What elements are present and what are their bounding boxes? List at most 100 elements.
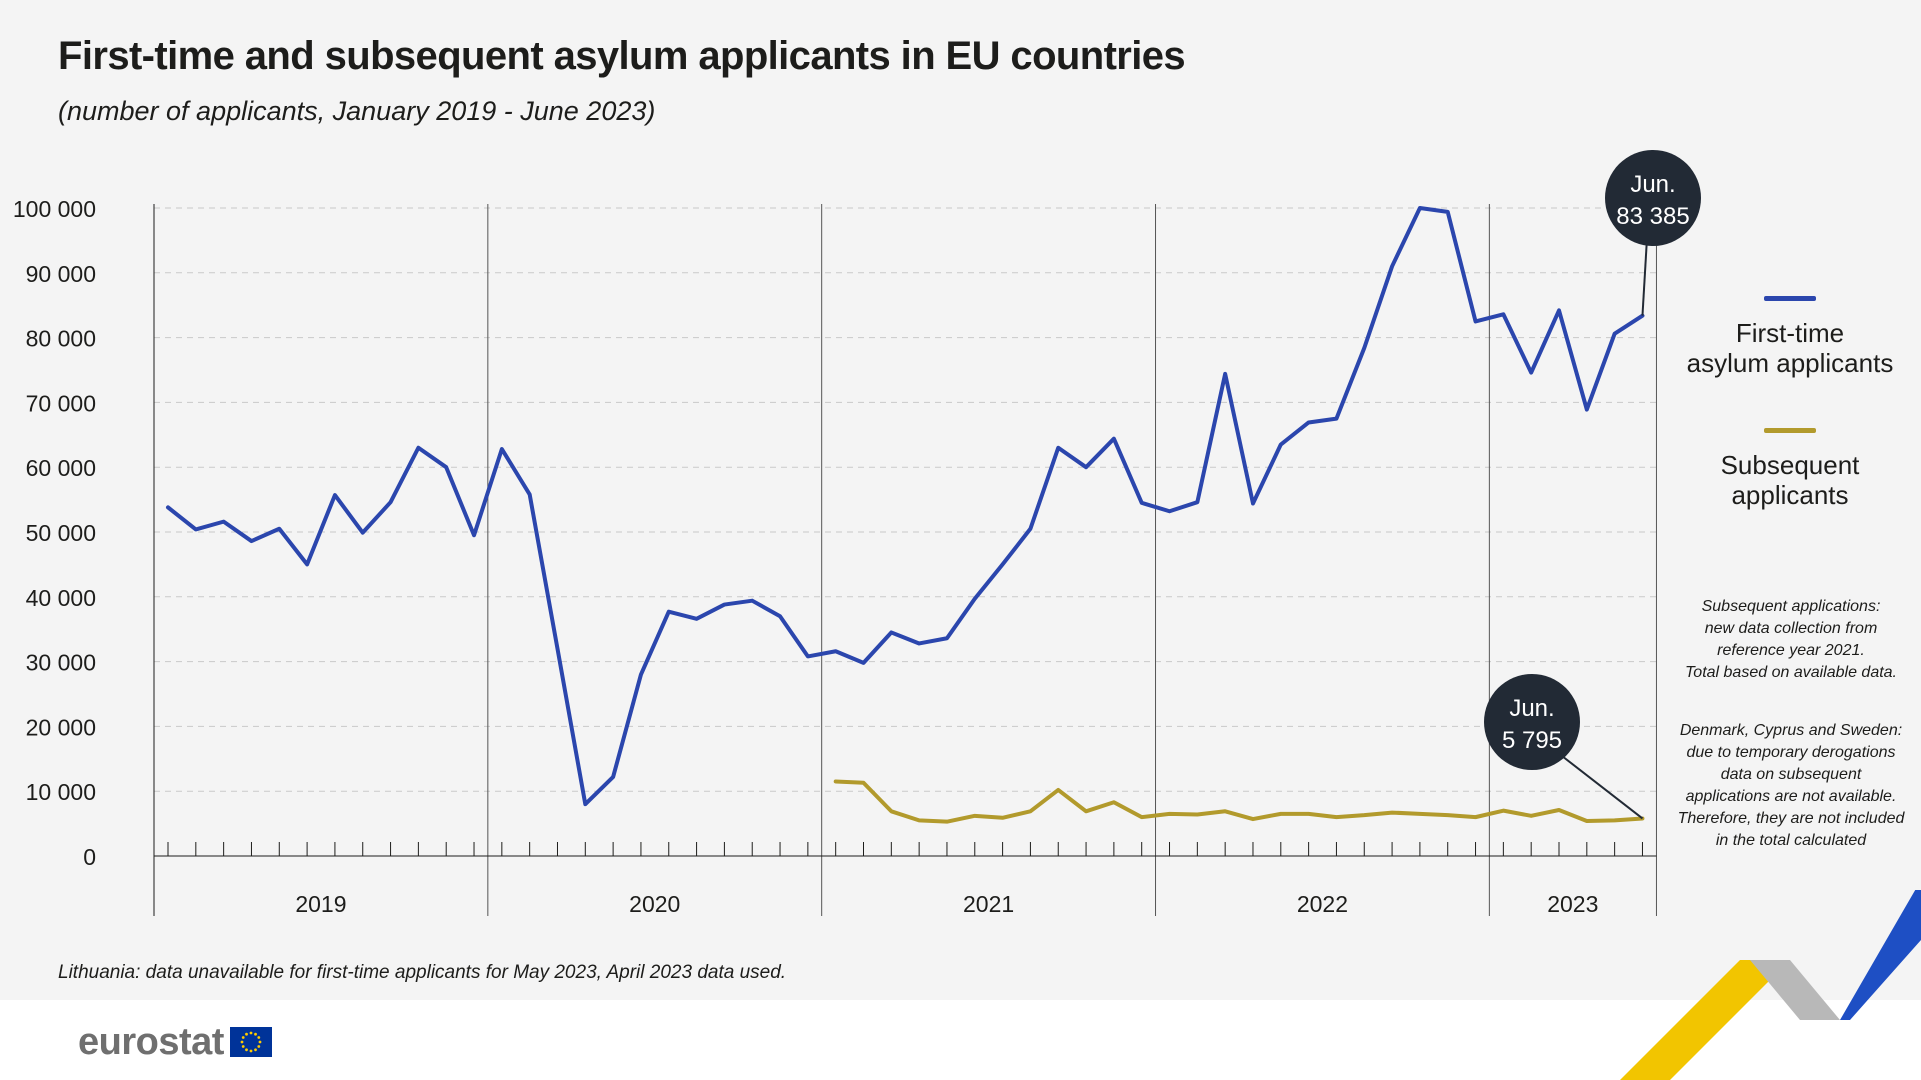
flag-star bbox=[257, 1045, 261, 1048]
data-point bbox=[1084, 809, 1088, 813]
legend-swatch-first-time bbox=[1764, 296, 1816, 301]
chart-subtitle: (number of applicants, January 2019 - Ju… bbox=[58, 96, 656, 126]
x-year-label: 2022 bbox=[1297, 891, 1348, 917]
flag-star bbox=[240, 1040, 244, 1044]
line-chart: 0 10 000 20 000 30 000 40 000 50 000 60 000 70 … bbox=[13, 150, 1701, 917]
y-tick-label: 90 000 bbox=[26, 261, 96, 287]
note-line: Denmark, Cyprus and Sweden: bbox=[1679, 722, 1903, 739]
data-point bbox=[1474, 815, 1478, 819]
data-point bbox=[249, 539, 253, 543]
data-point bbox=[1334, 417, 1338, 421]
data-point bbox=[917, 818, 921, 822]
data-point bbox=[222, 520, 226, 524]
data-point bbox=[973, 597, 977, 601]
callout-leader bbox=[1561, 755, 1644, 820]
note-subsequent-applications: Subsequent applications: new data collec… bbox=[1676, 596, 1906, 684]
x-year-label: 2021 bbox=[963, 891, 1014, 917]
data-point bbox=[1195, 500, 1199, 504]
series-lines bbox=[166, 206, 1645, 824]
data-point bbox=[500, 447, 504, 451]
note-line: Total based on available data. bbox=[1684, 664, 1897, 681]
footnote: Lithuania: data unavailable for first-ti… bbox=[58, 962, 787, 983]
data-point bbox=[1028, 809, 1032, 813]
callouts: Jun. 83 385 Jun. 5 795 bbox=[1484, 150, 1701, 820]
decoration-yellow-stripe bbox=[1620, 960, 1790, 1080]
gridlines bbox=[154, 204, 1657, 916]
eurostat-logo: eurostat bbox=[78, 1020, 272, 1064]
callout-label: Jun. bbox=[1509, 695, 1554, 722]
data-point bbox=[1474, 319, 1478, 323]
data-point bbox=[1418, 812, 1422, 816]
data-point bbox=[1307, 420, 1311, 424]
data-point bbox=[1251, 817, 1255, 821]
data-point bbox=[945, 636, 949, 640]
data-point bbox=[1362, 813, 1366, 817]
legend-first-time-line1: First-time bbox=[1735, 318, 1845, 348]
data-point bbox=[1529, 371, 1533, 375]
flag-star bbox=[241, 1045, 245, 1048]
data-point bbox=[583, 802, 587, 806]
data-point bbox=[1585, 408, 1589, 412]
legend-subsequent-line2: applicants bbox=[1731, 480, 1849, 510]
data-point bbox=[639, 673, 643, 677]
decoration-grey-stripe bbox=[1750, 960, 1840, 1020]
y-tick-label: 80 000 bbox=[26, 326, 96, 352]
data-point bbox=[1613, 818, 1617, 822]
series-line-subsequent bbox=[833, 779, 1645, 824]
note-line: in the total calculated bbox=[1715, 832, 1867, 849]
data-point bbox=[1056, 446, 1060, 450]
data-point bbox=[1557, 308, 1561, 312]
x-year-label: 2023 bbox=[1547, 891, 1598, 917]
legend-swatch-subsequent bbox=[1764, 428, 1816, 433]
y-tick-label: 10 000 bbox=[26, 779, 96, 805]
axes: 0 10 000 20 000 30 000 40 000 50 000 60 000 70 … bbox=[13, 196, 1657, 917]
data-point bbox=[277, 527, 281, 531]
data-point bbox=[778, 614, 782, 618]
logo-text: eurostat bbox=[78, 1020, 224, 1063]
flag-star bbox=[249, 1031, 253, 1035]
data-point bbox=[1168, 812, 1172, 816]
data-point bbox=[889, 630, 893, 634]
data-point bbox=[1613, 332, 1617, 336]
callout-value: 5 795 bbox=[1502, 727, 1562, 754]
data-point bbox=[472, 533, 476, 537]
data-point bbox=[1390, 264, 1394, 268]
x-year-label: 2019 bbox=[295, 891, 346, 917]
data-point bbox=[1251, 501, 1255, 505]
data-point bbox=[1084, 465, 1088, 469]
note-line: Subsequent applications: bbox=[1701, 598, 1881, 615]
y-tick-label: 60 000 bbox=[26, 455, 96, 481]
data-point bbox=[945, 820, 949, 824]
data-point bbox=[1585, 819, 1589, 823]
data-point bbox=[695, 617, 699, 621]
chart-panel bbox=[0, 0, 1921, 1000]
flag-star bbox=[245, 1048, 248, 1052]
data-point bbox=[444, 465, 448, 469]
data-point bbox=[1223, 372, 1227, 376]
callout-bubble bbox=[1484, 674, 1580, 770]
data-point bbox=[528, 492, 532, 496]
data-point bbox=[416, 446, 420, 450]
y-tick-label: 40 000 bbox=[26, 585, 96, 611]
data-point bbox=[555, 647, 559, 651]
data-point bbox=[166, 505, 170, 509]
data-point bbox=[1112, 800, 1116, 804]
corner-decoration bbox=[1620, 890, 1921, 1080]
eu-flag-icon bbox=[229, 1027, 272, 1057]
data-point bbox=[1056, 788, 1060, 792]
data-point bbox=[1390, 811, 1394, 815]
data-point bbox=[806, 654, 810, 658]
flag-star bbox=[254, 1048, 257, 1052]
y-tick-label: 70 000 bbox=[26, 390, 96, 416]
data-point bbox=[194, 527, 198, 531]
note-line: new data collection from bbox=[1704, 620, 1878, 637]
data-point bbox=[1001, 816, 1005, 820]
data-point bbox=[889, 809, 893, 813]
data-point bbox=[1140, 815, 1144, 819]
data-point bbox=[611, 775, 615, 779]
y-tick-label: 30 000 bbox=[26, 650, 96, 676]
flag-star bbox=[257, 1036, 261, 1039]
callout-label: Jun. bbox=[1630, 171, 1675, 198]
data-point bbox=[1446, 210, 1450, 214]
y-tick-label: 0 bbox=[83, 844, 96, 870]
